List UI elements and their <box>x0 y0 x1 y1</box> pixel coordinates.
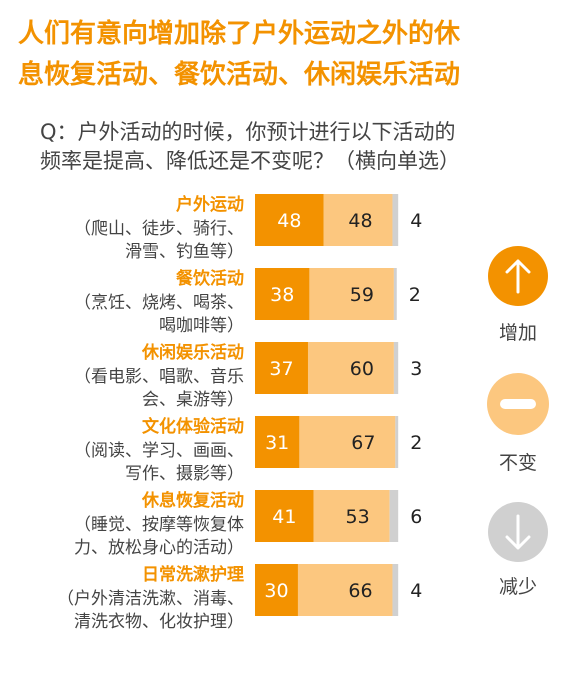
bar-nochange <box>299 416 396 468</box>
legend-increase-label: 增加 <box>498 322 537 344</box>
category-desc-line: （爬山、徒步、骑行、 <box>74 219 244 239</box>
data-label-decrease: 3 <box>410 358 422 380</box>
arrow-up-icon-glyph <box>505 259 531 294</box>
category-desc-line: 滑雪、钓鱼等） <box>125 242 244 262</box>
bar-nochange <box>323 194 393 246</box>
bar-decrease <box>393 268 397 320</box>
category-desc-line: 写作、摄影等） <box>125 464 244 484</box>
bar-increase <box>255 490 314 542</box>
data-label-nochange: 60 <box>350 358 374 380</box>
category-name: 文化体验活动 <box>142 416 244 437</box>
bar-decrease <box>392 194 399 246</box>
bar-decrease <box>395 416 399 468</box>
bar-increase <box>255 564 298 616</box>
data-label-increase: 38 <box>270 284 294 306</box>
category-name: 休息恢复活动 <box>141 490 244 511</box>
category-desc-line: （阅读、学习、画画、 <box>74 441 244 461</box>
category-name: 休闲娱乐活动 <box>141 342 244 363</box>
category-name: 户外运动 <box>176 194 244 215</box>
data-label-nochange: 66 <box>348 580 372 602</box>
category-desc-line: （看电影、唱歌、音乐 <box>74 367 244 387</box>
bar-nochange <box>313 490 390 542</box>
minus-icon-glyph <box>500 399 536 409</box>
data-label-decrease: 6 <box>410 506 422 528</box>
data-label-increase: 41 <box>272 506 296 528</box>
bar-increase <box>255 194 324 246</box>
data-label-increase: 37 <box>269 358 293 380</box>
category-name: 餐饮活动 <box>176 268 244 289</box>
bar-increase <box>255 342 308 394</box>
title-line-1: 人们有意向增加除了户外运动之外的休 <box>18 19 461 49</box>
data-label-increase: 30 <box>264 580 288 602</box>
data-label-decrease: 2 <box>409 284 421 306</box>
legend-nochange-label: 不变 <box>498 452 537 474</box>
bar-increase <box>255 268 310 320</box>
data-label-nochange: 59 <box>350 284 374 306</box>
category-desc-line: 清洗衣物、化妆护理） <box>74 612 244 632</box>
bar-nochange <box>297 564 393 616</box>
category-desc-line: 力、放松身心的活动） <box>74 538 244 558</box>
title-line-2: 息恢复活动、餐饮活动、休闲娱乐活动 <box>18 60 461 90</box>
question-line-2: 频率是提高、降低还是不变呢？（横向单选） <box>40 149 460 173</box>
data-label-increase: 48 <box>277 210 301 232</box>
data-label-nochange: 48 <box>348 210 372 232</box>
data-label-nochange: 53 <box>346 506 370 528</box>
category-desc-line: （烹饪、烧烤、喝茶、 <box>74 292 244 313</box>
arrow-down-icon-glyph <box>505 514 531 550</box>
data-label-decrease: 4 <box>410 210 422 232</box>
category-desc-line: （户外清洁洗漱、消毒、 <box>57 589 244 609</box>
legend-decrease-label: 减少 <box>498 576 537 598</box>
bar-nochange <box>307 342 394 394</box>
data-label-decrease: 4 <box>410 580 422 602</box>
category-desc-line: 会、桌游等） <box>142 390 244 410</box>
category-name: 日常洗漱护理 <box>142 564 244 585</box>
question-text: Q：户外活动的时候，你预计进行以下活动的 频率是提高、降低还是不变呢？（横向单选… <box>40 118 570 176</box>
bar-decrease <box>389 490 399 542</box>
bar-decrease <box>393 342 399 394</box>
bar-decrease <box>392 564 399 616</box>
question-line-1: Q：户外活动的时候，你预计进行以下活动的 <box>40 120 456 144</box>
bar-nochange <box>309 268 394 320</box>
data-label-increase: 31 <box>265 432 289 454</box>
data-label-decrease: 2 <box>410 432 422 454</box>
data-label-nochange: 67 <box>351 432 375 454</box>
bar-increase <box>255 416 300 468</box>
category-desc-line: 喝咖啡等） <box>159 316 244 336</box>
chart-title: 人们有意向增加除了户外运动之外的休 息恢复活动、餐饮活动、休闲娱乐活动 <box>18 14 573 96</box>
category-desc-line: （睡觉、按摩等恢复体 <box>74 515 244 535</box>
